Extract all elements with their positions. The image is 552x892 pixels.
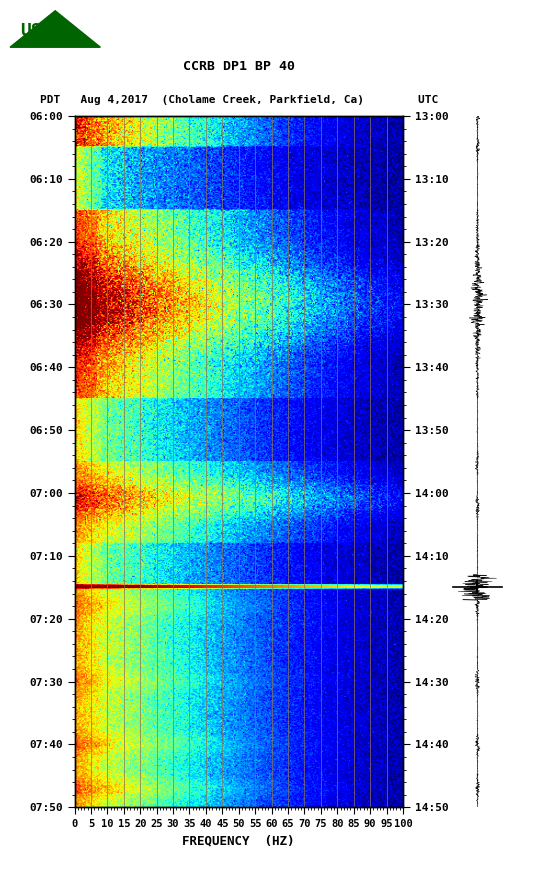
Text: CCRB DP1 BP 40: CCRB DP1 BP 40 xyxy=(183,60,295,73)
Text: USGS: USGS xyxy=(20,22,64,40)
Text: PDT   Aug 4,2017  (Cholame Creek, Parkfield, Ca)        UTC: PDT Aug 4,2017 (Cholame Creek, Parkfield… xyxy=(40,95,438,105)
X-axis label: FREQUENCY  (HZ): FREQUENCY (HZ) xyxy=(183,835,295,847)
Polygon shape xyxy=(10,11,100,47)
